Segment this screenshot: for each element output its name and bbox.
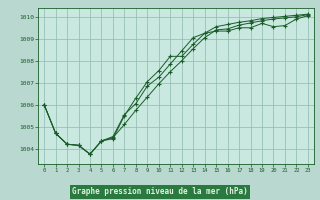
Text: Graphe pression niveau de la mer (hPa): Graphe pression niveau de la mer (hPa) [72, 188, 248, 196]
